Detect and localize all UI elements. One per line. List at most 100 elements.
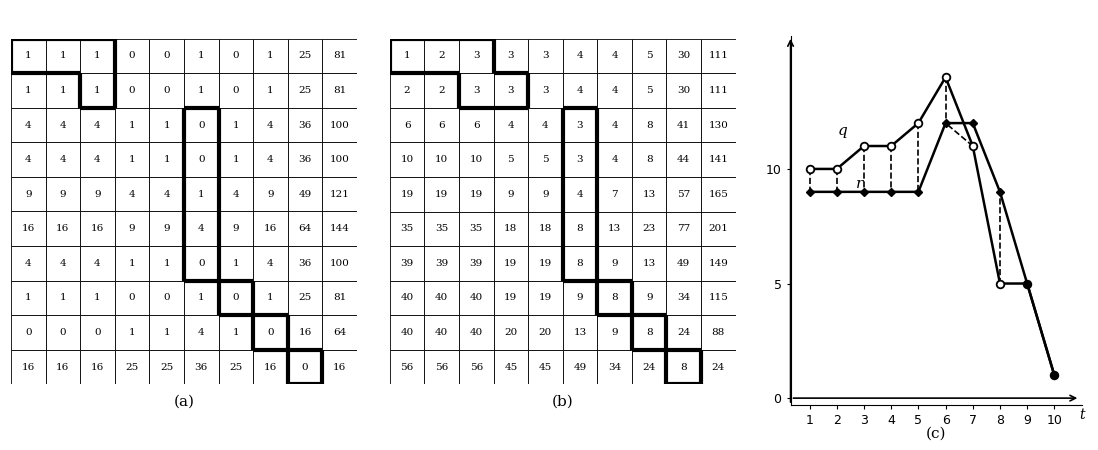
Text: 0: 0 [164,51,170,60]
Bar [390,246,424,281]
Text: 8: 8 [576,259,583,268]
Text: 9: 9 [267,190,273,199]
Text: 4: 4 [576,86,583,95]
Bar [390,315,424,350]
Bar [323,212,357,246]
Text: 5: 5 [646,51,652,60]
Text: 18: 18 [504,224,517,233]
Text: 1: 1 [25,51,32,60]
Bar [562,350,597,384]
Bar [528,281,562,315]
Text: 0: 0 [267,328,273,337]
Bar [288,315,323,350]
Bar [80,108,115,142]
Bar [562,39,597,73]
Text: 3: 3 [542,86,549,95]
Text: 7: 7 [612,190,618,199]
Bar [183,177,219,211]
Bar [562,246,597,281]
Bar [183,315,219,350]
Bar [288,350,323,384]
Bar [424,108,459,142]
Bar [219,212,253,246]
Text: 5: 5 [507,155,514,164]
Bar [597,73,632,108]
Text: 1: 1 [198,293,204,302]
Text: 19: 19 [435,190,448,199]
Bar [288,108,323,142]
Text: 3: 3 [473,86,480,95]
Bar [11,281,46,315]
Text: 19: 19 [470,190,483,199]
Bar [115,315,149,350]
Text: 19: 19 [401,190,414,199]
Bar [46,73,80,108]
Text: 9: 9 [233,224,239,233]
Bar [219,108,253,142]
Bar [323,177,357,211]
Text: 19: 19 [504,259,517,268]
Bar [183,108,219,142]
Bar [149,212,184,246]
Bar [115,73,149,108]
Text: 16: 16 [264,224,277,233]
Bar [528,108,562,142]
Text: 1: 1 [267,293,273,302]
Text: 130: 130 [708,121,728,130]
Text: 9: 9 [25,190,32,199]
Text: 9: 9 [612,328,618,337]
Bar [183,212,219,246]
Text: 40: 40 [401,328,414,337]
Bar [562,73,597,108]
Bar [494,73,528,108]
Text: 0: 0 [302,363,309,372]
Bar [254,39,288,73]
Bar [149,177,184,211]
Text: 40: 40 [470,293,483,302]
Text: 4: 4 [612,121,618,130]
Bar [219,281,253,315]
Text: 4: 4 [507,121,514,130]
Text: 1: 1 [164,259,170,268]
Text: 16: 16 [333,363,346,372]
Bar [115,246,149,281]
Text: 4: 4 [59,155,66,164]
Bar [632,212,666,246]
Text: 4: 4 [267,259,273,268]
Bar [494,177,528,211]
Text: 1: 1 [267,51,273,60]
Text: 39: 39 [470,259,483,268]
Text: 1: 1 [94,86,101,95]
Bar [528,246,562,281]
Text: 1: 1 [94,51,101,60]
Text: 13: 13 [608,224,621,233]
Bar [11,315,46,350]
Bar [424,246,459,281]
Bar [701,39,736,73]
Bar [183,39,219,73]
Bar [666,281,701,315]
Text: 1: 1 [128,328,135,337]
Text: 39: 39 [401,259,414,268]
Text: 39: 39 [435,259,448,268]
Bar [11,108,46,142]
Bar [597,108,632,142]
Bar [424,39,459,73]
Text: 4: 4 [576,190,583,199]
Text: 16: 16 [91,224,104,233]
Bar [459,350,493,384]
Bar [597,281,632,315]
Text: 0: 0 [198,121,204,130]
Text: (b): (b) [552,395,573,409]
Bar [666,177,701,211]
Text: (a): (a) [173,395,194,409]
Bar [494,281,528,315]
Text: 100: 100 [329,259,349,268]
Bar [494,108,528,142]
Text: 13: 13 [573,328,586,337]
Text: 4: 4 [576,51,583,60]
Bar [149,108,184,142]
Bar [701,73,736,108]
Text: 0: 0 [25,328,32,337]
Text: 1: 1 [128,155,135,164]
